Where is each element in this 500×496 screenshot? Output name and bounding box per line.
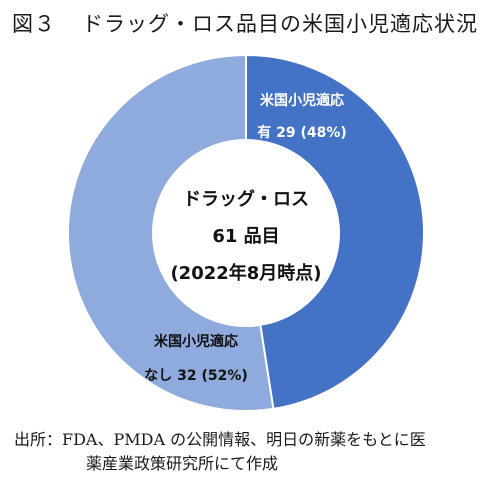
source-line-2: 薬産業政策研究所にて作成 [86,454,279,473]
source-line-1: 出所：FDA、PMDA の公開情報、明日の新薬をもとに医 [14,430,426,449]
center-layer: ドラッグ・ロス 61 品目 (2022年8月時点) [170,188,321,284]
donut-slice-without-pediatric [67,53,275,412]
slice-label-1-line-1: 米国小児適応 [154,333,238,350]
source-note: 出所：FDA、PMDA の公開情報、明日の新薬をもとに医 薬産業政策研究所にて作… [14,428,426,476]
slices-layer [67,53,425,412]
figure-title-text: ドラッグ・ロス品目の米国小児適応状況 [82,12,478,36]
slice-label-1-line-2: なし 32 (52%) [144,368,248,384]
figure-title: 図３ ドラッグ・ロス品目の米国小児適応状況 [12,8,478,38]
figure-number: 図３ [12,12,56,36]
slice-label-0-line-2: 有 29 (48%) [257,124,347,141]
center-label-line-2: 61 品目 [212,226,279,247]
donut-slice-with-pediatric [245,53,425,411]
center-label-line-3: (2022年8月時点) [170,262,321,284]
center-label-line-1: ドラッグ・ロス [183,188,309,210]
slice-label-0-line-1: 米国小児適応 [260,92,344,109]
